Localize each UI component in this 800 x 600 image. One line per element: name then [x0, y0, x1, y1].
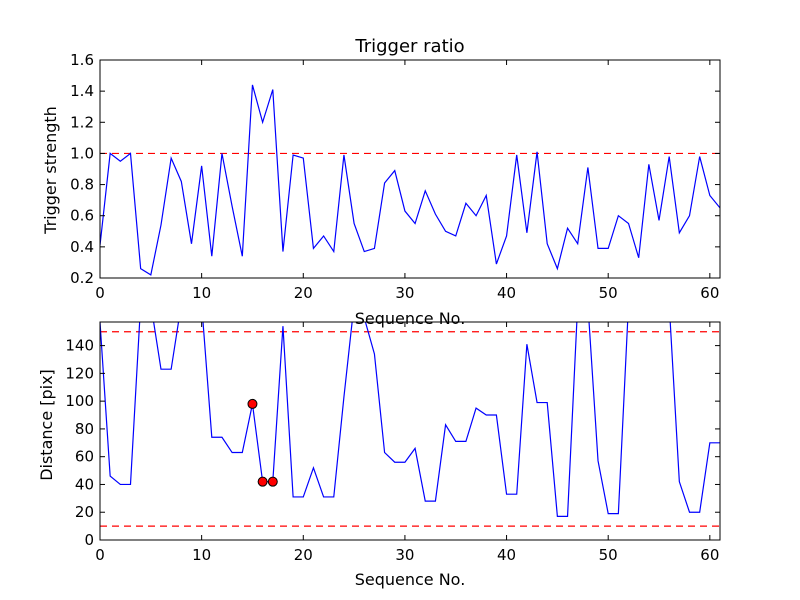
bottom-y-tick-label: 40 — [75, 475, 94, 493]
top-x-tick-label: 40 — [497, 284, 516, 302]
bottom-marks — [100, 322, 720, 527]
bottom-marker-point — [257, 476, 268, 487]
top-chart: Trigger ratio 0 10 20 30 40 50 60 0.2 0.4 0.6 0.8 1… — [41, 36, 721, 328]
top-y-tick-label: 0.2 — [70, 269, 94, 287]
top-x-tick-label: 30 — [395, 284, 414, 302]
top-x-tick-label: 20 — [294, 284, 313, 302]
top-x-tick-label: 10 — [192, 284, 211, 302]
top-chart-title: Trigger ratio — [354, 36, 464, 57]
bottom-plot-area: 0 10 20 30 40 50 60 0 20 40 60 80 100 120 140 — [65, 321, 721, 564]
top-frame — [99, 59, 721, 279]
top-x-tick-label: 60 — [700, 284, 719, 302]
top-x-tick-label: 50 — [599, 284, 618, 302]
bottom-x-axis-label: Sequence No. — [355, 570, 466, 589]
bottom-y-tick-label: 20 — [75, 503, 94, 521]
top-x-axis-label: Sequence No. — [355, 309, 466, 328]
bottom-marker-point — [247, 398, 258, 409]
bottom-x-tick-label: 10 — [192, 546, 211, 564]
bottom-x-tick-label: 30 — [395, 546, 414, 564]
bottom-x-tick-label: 60 — [700, 546, 719, 564]
top-y-tick-label: 1.6 — [70, 51, 94, 69]
top-y-tick-label: 0.4 — [70, 238, 94, 256]
top-y-tick-label: 0.6 — [70, 207, 94, 225]
bottom-x-tick-label: 20 — [294, 546, 313, 564]
bottom-y-tick-label: 0 — [84, 531, 94, 549]
bottom-y-tick-label: 60 — [75, 448, 94, 466]
top-marks — [100, 84, 720, 276]
top-x-tick-label: 0 — [95, 284, 105, 302]
bottom-x-tick-label: 40 — [497, 546, 516, 564]
bottom-marker-point — [267, 476, 278, 487]
bottom-y-tick-label: 120 — [65, 364, 94, 382]
bottom-series-line-0 — [100, 322, 720, 517]
top-y-tick-label: 0.8 — [70, 176, 94, 194]
bottom-y-tick-label: 140 — [65, 337, 94, 355]
top-series-line-0 — [100, 84, 720, 276]
bottom-x-tick-label: 50 — [599, 546, 618, 564]
top-y-tick-label: 1.0 — [70, 144, 94, 162]
top-y-tick-label: 1.2 — [70, 113, 94, 131]
bottom-frame — [99, 321, 721, 541]
bottom-x-tick-label: 0 — [95, 546, 105, 564]
top-plot-area: 0 10 20 30 40 50 60 0.2 0.4 0.6 0.8 1.0 1.2 1.4 1.6 — [70, 51, 721, 302]
bottom-y-tick-label: 80 — [75, 420, 94, 438]
bottom-y-axis-label: Distance [pix] — [37, 369, 56, 481]
top-y-tick-label: 1.4 — [70, 82, 94, 100]
bottom-chart: 0 10 20 30 40 50 60 0 20 40 60 80 100 120 140 Sequence… — [37, 321, 721, 589]
bottom-y-tick-label: 100 — [65, 392, 94, 410]
top-y-axis-label: Trigger strength — [41, 106, 60, 235]
